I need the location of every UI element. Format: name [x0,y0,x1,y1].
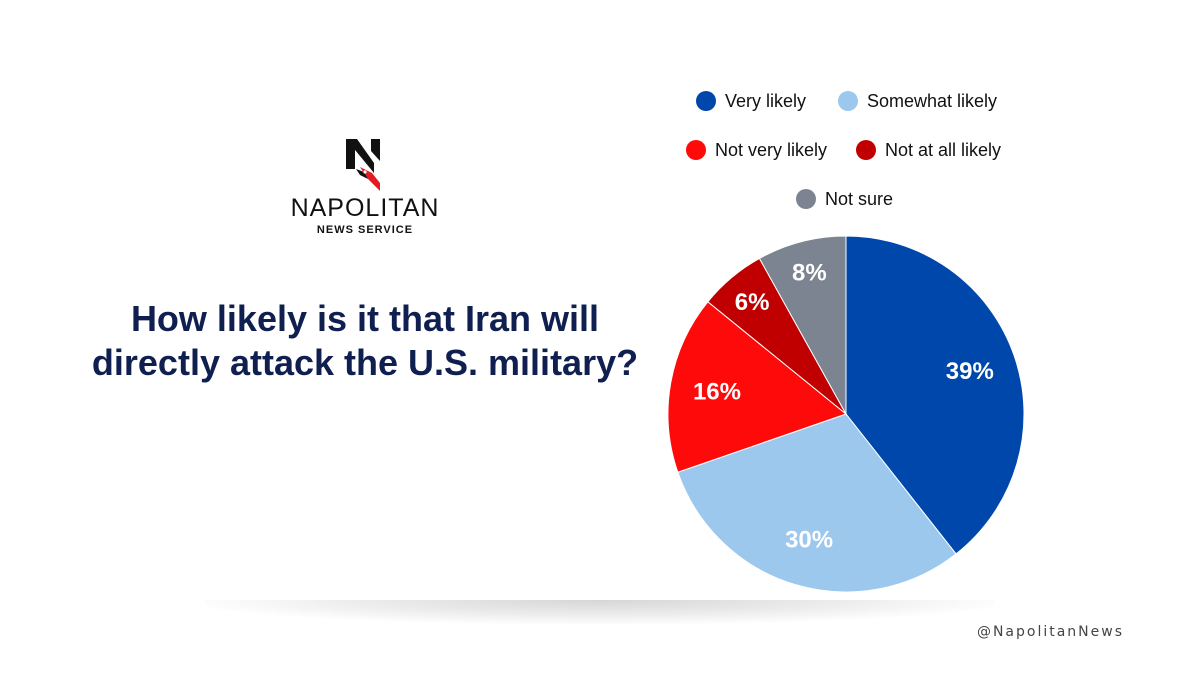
pie-label-somewhat-likely: 30% [785,527,833,554]
legend-label: Somewhat likely [867,90,998,111]
card-shadow [205,600,995,624]
legend-swatch-icon [686,140,706,160]
pie-label-not-at-all-likely: 6% [735,289,770,316]
legend-swatch-icon [696,91,716,111]
legend-swatch-icon [838,91,858,111]
legend-swatch-icon [796,189,816,209]
pie-slice-not-sure [758,235,847,416]
legend-swatch-icon [856,140,876,160]
legend-item-not-sure: Not sure [796,187,893,211]
social-handle: @NapolitanNews [976,624,1124,640]
napolitan-logo: NAPOLITAN NEWS SERVICE [280,136,450,236]
brand-name: NAPOLITAN [290,194,440,222]
legend-label: Not very likely [715,139,828,160]
legend-item-somewhat-likely: Somewhat likely [838,89,997,113]
legend-label: Not sure [825,188,894,209]
pie-slice-somewhat-likely [677,413,957,593]
pie-chart: 39% 30% 16% 6% 8% [667,235,1025,593]
pie-label-very-likely: 39% [946,358,994,385]
poll-question: How likely is it that Iran will directly… [91,298,639,383]
pie-label-not-very-likely: 16% [693,378,741,405]
legend-item-not-at-all-likely: Not at all likely [856,138,1001,162]
legend-item-not-very-likely: Not very likely [686,138,827,162]
chart-card [0,0,1200,608]
pie-slice-not-very-likely [667,301,848,473]
legend-item-very-likely: Very likely [696,89,806,113]
napolitan-n-mark-icon [346,139,380,191]
legend-label: Not at all likely [885,139,1002,160]
pie-label-not-sure: 8% [792,260,827,287]
pie-slice-very-likely [845,235,1025,555]
legend-label: Very likely [725,90,807,111]
brand-subtitle: NEWS SERVICE [316,224,414,236]
